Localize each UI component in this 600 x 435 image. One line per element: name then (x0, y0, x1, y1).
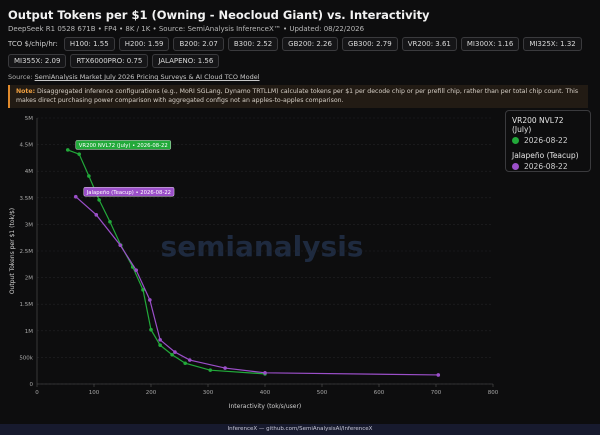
y-tick-label: 0 (30, 382, 34, 388)
annotation-text: Jalapeño (Teacup) • 2026-08-22 (86, 190, 171, 196)
data-point (223, 366, 227, 370)
tco-chip: GB300: 2.79 (341, 37, 398, 51)
data-point (149, 327, 153, 332)
x-tick-label: 400 (260, 390, 271, 396)
data-point (108, 219, 112, 224)
source-link[interactable]: SemiAnalysis Market July 2026 Pricing Su… (34, 73, 260, 81)
annotation-box (75, 140, 171, 150)
data-point (134, 268, 138, 272)
tco-chip: B200: 2.07 (173, 37, 224, 51)
tco-chip: MI300X: 1.16 (460, 37, 520, 51)
y-tick-label: 1.5M (20, 302, 34, 308)
x-tick-label: 600 (374, 390, 385, 396)
note-label: Note: (16, 88, 36, 95)
data-point (208, 368, 213, 372)
data-point (187, 358, 192, 362)
x-tick-label: 700 (431, 390, 442, 396)
series-line (67, 149, 266, 375)
legend-label: VR200 NVL72 (July) (512, 116, 564, 134)
source: Source: SemiAnalysis Market July 2026 Pr… (8, 73, 260, 81)
note-text: Disaggregated inference configurations (… (16, 88, 579, 104)
y-axis-title: Output Tokens per $1 (tok/$) (9, 208, 16, 294)
y-tick-label: 1M (25, 329, 33, 335)
tco-chip: MI355X: 2.09 (8, 54, 67, 68)
y-tick-label: 4.5M (20, 143, 34, 149)
tco-chip: H200: 1.59 (118, 37, 170, 51)
tco-chip: MI325X: 1.32 (523, 37, 582, 51)
legend-swatch (512, 163, 519, 170)
y-tick-label: 4M (25, 169, 33, 175)
y-tick-label: 2M (25, 276, 33, 282)
data-point (65, 148, 70, 152)
tco-row: TCO $/chip/hr: H100: 1.55 H200: 1.59 B200:… (8, 37, 588, 68)
data-point (148, 298, 152, 302)
series-line (75, 196, 439, 376)
legend-label: Jalapeño (Teacup) (512, 151, 579, 160)
tco-chip: B300: 2.52 (227, 37, 279, 51)
x-tick-label: 500 (317, 390, 328, 396)
x-tick-label: 0 (35, 390, 39, 396)
data-point (263, 371, 267, 375)
data-point (158, 338, 162, 342)
x-tick-label: 200 (146, 390, 157, 396)
y-tick-label: 5M (25, 116, 33, 122)
annotation: VR200 NVL72 (July) • 2026-08-22 (75, 140, 171, 150)
legend-row: 2026-08-22 (512, 136, 584, 145)
legend-swatch (512, 137, 519, 144)
subtitle: DeepSeek R1 0528 671B • FP4 • 8K / 1K • … (8, 25, 365, 33)
annotation-text: VR200 NVL72 (July) • 2026-08-22 (79, 143, 168, 149)
tco-chip: H100: 1.55 (63, 37, 115, 51)
legend-date: 2026-08-22 (524, 162, 568, 171)
x-axis-title: Interactivity (tok/s/user) (229, 403, 302, 410)
data-point (77, 152, 81, 156)
data-point (94, 213, 99, 217)
legend: VR200 NVL72 (July) 2026-08-22 Jalapeño (Te… (505, 110, 591, 172)
tco-label: TCO $/chip/hr: (8, 40, 58, 48)
data-point (118, 243, 123, 247)
x-tick-label: 800 (488, 390, 499, 396)
data-point (73, 194, 78, 199)
data-point (97, 198, 101, 202)
legend-row: 2026-08-22 (512, 162, 584, 171)
data-point (173, 350, 177, 354)
tco-chip: VR200: 3.61 (401, 37, 457, 51)
tco-chip: JALAPENO: 1.56 (152, 54, 220, 68)
watermark: semianalysis (161, 230, 364, 263)
data-point (141, 288, 145, 292)
note-box: Note: Disaggregated inference configurat… (8, 85, 588, 108)
footer: InferenceX — github.com/SemiAnalysisAI/I… (0, 424, 600, 435)
x-tick-label: 100 (89, 390, 100, 396)
y-tick-label: 3.5M (20, 196, 34, 202)
annotation: Jalapeño (Teacup) • 2026-08-22 (83, 187, 175, 197)
x-tick-label: 300 (203, 390, 214, 396)
y-tick-label: 3M (25, 222, 33, 228)
data-point (436, 373, 441, 377)
chart-title: Output Tokens per $1 (Owning - Neocloud … (8, 8, 430, 22)
annotation-box (83, 187, 175, 197)
data-point (87, 174, 91, 178)
source-prefix: Source: (8, 73, 33, 81)
tco-chip: RTX6000PRO: 0.75 (70, 54, 149, 68)
data-point (183, 361, 187, 366)
legend-date: 2026-08-22 (524, 136, 568, 145)
y-tick-label: 2.5M (20, 249, 34, 255)
y-tick-label: 500k (19, 355, 33, 361)
data-point (170, 352, 174, 357)
data-point (158, 343, 162, 347)
tco-chip: GB200: 2.26 (282, 37, 338, 51)
